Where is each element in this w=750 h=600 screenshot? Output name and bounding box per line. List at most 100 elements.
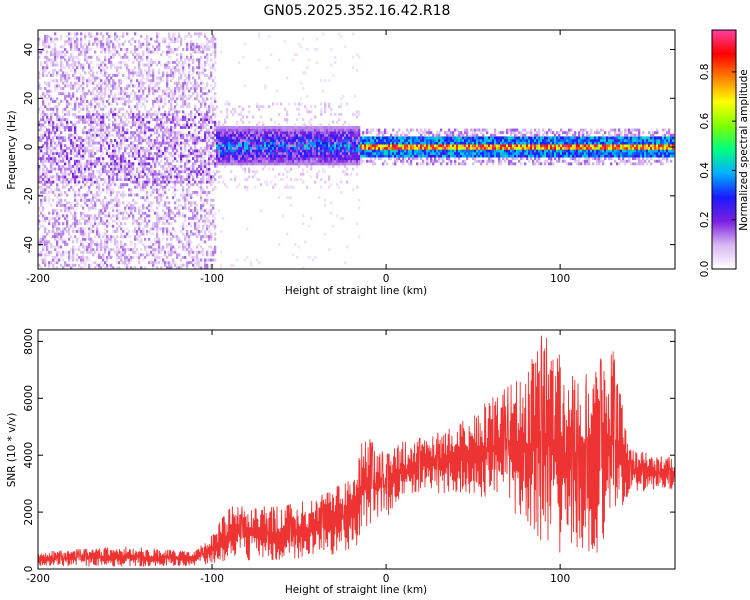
spectrogram-cell [160,141,163,145]
spectrogram-cell [202,178,205,181]
spectrogram-cell [198,45,201,49]
spectrogram-cell [116,209,119,213]
spectrogram-cell [114,120,117,124]
spectrogram-cell [46,50,49,54]
spectrogram-cell [128,162,131,166]
spectrogram-cell [40,149,43,153]
spectrogram-cell [304,139,307,142]
spectrogram-cell [198,61,201,64]
spectrogram-cell [214,162,217,166]
spectrogram-cell [168,178,171,181]
spectrogram-cell [92,120,95,124]
spectrogram-cell [250,263,253,267]
spectrogram-cell [118,136,121,140]
spectrogram-cell [290,136,293,140]
spectrogram-cell [92,224,95,228]
spectrogram-cell [108,81,111,85]
spectrogram-cell [302,144,305,148]
spectrogram-cell [172,235,175,239]
spectrogram-cell [114,97,117,101]
spectrogram-cell [120,178,123,181]
spectrogram-cell [44,146,47,150]
spectrogram-cell [82,76,85,80]
spectrogram-cell [284,118,287,122]
spectrogram-cell [66,224,69,228]
spectrogram-cell [192,263,195,267]
spectrogram-cell [112,206,115,210]
spectrogram-cell [58,159,61,163]
spectrogram-cell [304,133,307,137]
spectrogram-cell [116,123,119,127]
spectrogram-cell [104,87,107,90]
spectrogram-cell [108,126,111,129]
spectrogram-cell [184,81,187,85]
spectrogram-cell [154,131,157,135]
spectrogram-cell [294,243,297,246]
spectrogram-cell [108,131,111,135]
spectrogram-cell [174,152,177,155]
spectrogram-cell [50,162,53,166]
spectrogram-cell [108,263,111,267]
spectrogram-cell [38,178,41,181]
spectrogram-cell [208,154,211,158]
spectrogram-cell [130,191,133,194]
spectrogram-cell [172,50,175,54]
spectrogram-cell [260,141,263,145]
spectrogram-cell [114,149,117,153]
spectrogram-cell [290,144,293,148]
spectrogram-cell [90,162,93,166]
spectrogram-cell [156,141,159,145]
spectrogram-cell [202,45,205,49]
spectrogram-cell [248,136,251,140]
spectrogram-cell [180,180,183,184]
spectrogram-cell [52,61,55,64]
spectrogram-cell [58,53,61,57]
spectrogram-cell [112,45,115,49]
spectrogram-cell [68,227,71,231]
spectrogram-cell [74,211,77,215]
spectrogram-cell [278,131,281,135]
spectrogram-cell [112,48,115,51]
spectrogram-cell [94,243,97,246]
spectrogram-cell [238,136,241,140]
spectrogram-cell [126,55,129,59]
spectrogram-cell [168,128,171,132]
spectrogram-cell [124,53,127,57]
spectrogram-cell [136,144,139,148]
spectrogram-cell [288,131,291,135]
spectrogram-cell [38,74,41,77]
spectrogram-cell [76,204,79,207]
spectrogram-cell [86,92,89,96]
spectrogram-cell [72,157,75,161]
spectrogram-cell [186,136,189,140]
spectrogram-cell [174,118,177,122]
spectrogram-cell [44,42,47,46]
spectrogram-cell [192,232,195,236]
spectrogram-cell [284,136,287,140]
spectrogram-cell [290,178,293,181]
spectrogram-cell [182,68,185,72]
spectrogram-cell [196,172,199,176]
spectrogram-cell [166,237,169,241]
spectrogram-cell [166,214,169,218]
spectrogram-cell [144,87,147,90]
spectrogram-cell [104,63,107,67]
spectrogram-cell [140,123,143,127]
spectrogram-cell [146,79,149,83]
spectrogram-cell [70,139,73,142]
spectrogram-cell [194,227,197,231]
spectrogram-cell [156,32,159,36]
spectrogram-cell [92,180,95,184]
spectrogram-cell [302,136,305,140]
spectrogram-cell [246,133,249,137]
spectrogram-cell [146,149,149,153]
spectrogram-cell [178,68,181,72]
spectrogram-cell [120,107,123,111]
spectrogram-cell [100,126,103,129]
spectrogram-cell [280,159,283,163]
spectrogram-cell [114,118,117,122]
spectrogram-cell [176,81,179,85]
spectrogram-cell [204,115,207,119]
spectrogram-cell [198,113,201,116]
spectrogram-cell [276,133,279,137]
